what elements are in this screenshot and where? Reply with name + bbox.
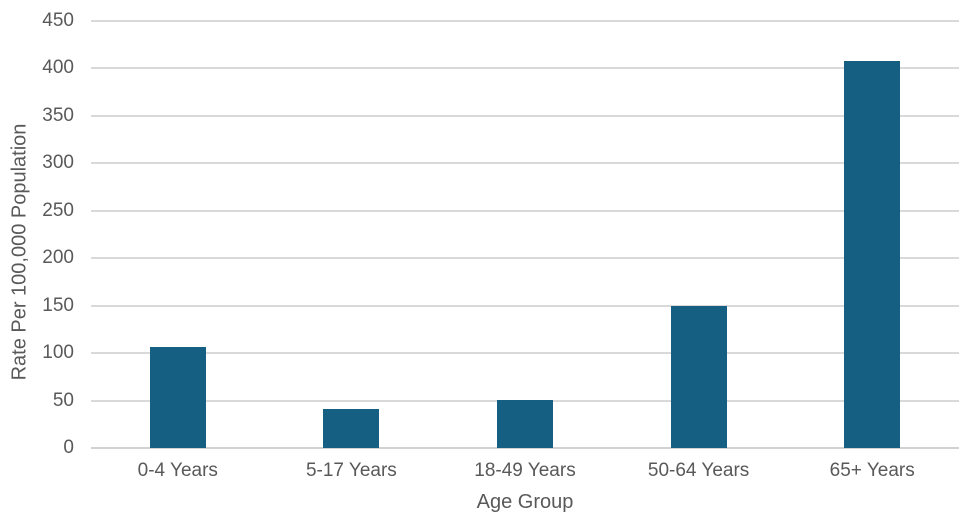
x-tick-label-50-64-years: 50-64 Years: [647, 460, 750, 481]
y-tick-label-350: 350: [42, 104, 74, 126]
y-tick-label-300: 300: [42, 152, 74, 174]
x-axis-title: Age Group: [476, 491, 574, 513]
gridline-y-200: [91, 257, 959, 260]
x-tick-label-0-4-years: 0-4 Years: [137, 460, 218, 481]
gridline-y-450: [91, 20, 959, 22]
bar-50-64-years: [670, 305, 727, 448]
x-tick-label-5-17-years: 5-17 Years: [305, 460, 397, 481]
bar-18-49-years: [497, 399, 553, 448]
x-tick-label-65-years: 65+ Years: [829, 460, 915, 481]
gridline-y-400: [91, 67, 959, 70]
bar-65-years: [844, 60, 901, 448]
y-tick-label-50: 50: [52, 389, 74, 411]
x-tick-label-18-49-years: 18-49 Years: [474, 460, 576, 481]
y-tick-label-100: 100: [42, 342, 74, 364]
gridline-y-350: [91, 114, 959, 117]
gridline-y-300: [91, 162, 959, 165]
y-tick-label-250: 250: [42, 199, 74, 221]
y-tick-label-150: 150: [42, 294, 74, 316]
gridline-y-100: [91, 352, 959, 355]
x-axis-line: [91, 447, 959, 449]
y-tick-label-0: 0: [63, 437, 74, 458]
gridline-y-150: [91, 304, 959, 307]
bar-0-4-years: [149, 347, 206, 448]
y-tick-label-200: 200: [42, 247, 74, 269]
y-tick-label-450: 450: [42, 10, 74, 31]
plot-area: [91, 20, 959, 449]
y-tick-label-400: 400: [42, 57, 74, 79]
bar-5-17-years: [323, 409, 380, 448]
gridline-y-250: [91, 209, 959, 212]
